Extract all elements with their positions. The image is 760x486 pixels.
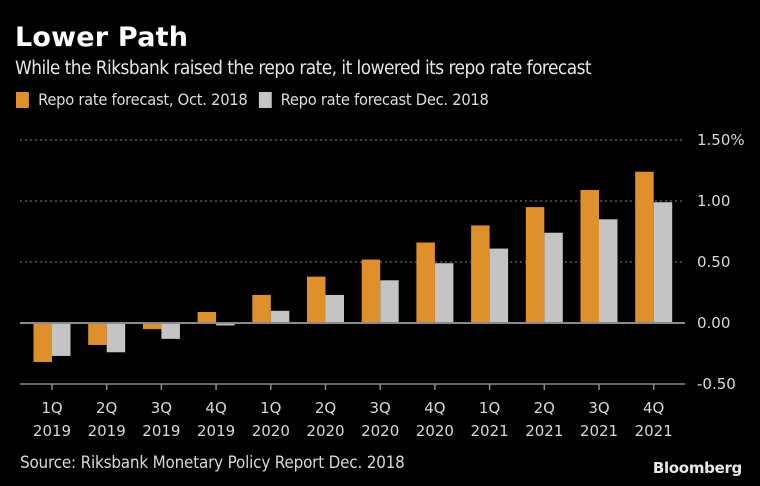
x-tick-label-year: 2019	[197, 422, 235, 440]
bar-dec-2018	[544, 232, 563, 323]
x-tick-label-quarter: 1Q	[260, 399, 281, 417]
bar-dec-2018	[52, 323, 71, 356]
x-tick-label-year: 2021	[635, 422, 673, 440]
y-tick-label: 1.50%	[697, 131, 745, 149]
bar-oct-2018	[307, 276, 326, 323]
bar-dec-2018	[106, 323, 126, 353]
legend-item-oct-2018: Repo rate forecast, Oct. 2018	[16, 90, 248, 109]
x-tick-label-quarter: 1Q	[479, 399, 500, 417]
bar-oct-2018	[88, 323, 107, 345]
bar-dec-2018	[599, 219, 618, 323]
bar-dec-2018	[380, 280, 399, 323]
legend-label-dec-2018: Repo rate forecast Dec. 2018	[280, 90, 489, 109]
bloomberg-logo: Bloomberg	[652, 459, 742, 477]
legend-label-oct-2018: Repo rate forecast, Oct. 2018	[38, 90, 248, 109]
x-tick-label-quarter: 2Q	[315, 399, 336, 417]
x-tick-label-year: 2020	[361, 422, 399, 440]
x-tick-label-quarter: 4Q	[205, 399, 226, 417]
bar-oct-2018	[635, 171, 654, 323]
bar-oct-2018	[525, 207, 545, 323]
bar-dec-2018	[434, 263, 454, 323]
bar-dec-2018	[161, 323, 180, 339]
x-tick-label-year: 2020	[306, 422, 344, 440]
bar-oct-2018	[580, 190, 599, 323]
source-note: Source: Riksbank Monetary Policy Report …	[20, 453, 405, 472]
x-tick-label-year: 2021	[471, 422, 509, 440]
chart-title: Lower Path	[15, 22, 189, 53]
x-tick-label-quarter: 2Q	[534, 399, 555, 417]
bar-oct-2018	[361, 259, 381, 323]
bar-dec-2018	[653, 202, 673, 323]
x-tick-label-year: 2021	[525, 422, 563, 440]
x-tick-label-quarter: 3Q	[151, 399, 172, 417]
y-tick-label: 0.00	[697, 314, 730, 332]
bar-dec-2018	[216, 323, 235, 326]
bar-oct-2018	[252, 294, 271, 323]
legend-item-dec-2018: Repo rate forecast Dec. 2018	[258, 90, 489, 109]
y-tick-label: -0.50	[697, 375, 736, 393]
x-tick-label-year: 2019	[33, 422, 71, 440]
bar-dec-2018	[325, 294, 344, 323]
bar-oct-2018	[33, 323, 52, 363]
y-tick-label: 1.00	[697, 192, 730, 210]
x-tick-label-year: 2020	[252, 422, 290, 440]
legend-swatch-dec-2018	[258, 91, 272, 108]
bar-dec-2018	[270, 310, 290, 323]
x-tick-label-year: 2019	[142, 422, 180, 440]
chart-subtitle: While the Riksbank raised the repo rate,…	[15, 58, 592, 79]
x-tick-label-year: 2020	[416, 422, 454, 440]
x-tick-label-quarter: 1Q	[41, 399, 62, 417]
bar-oct-2018	[142, 323, 162, 330]
x-tick-label-quarter: 4Q	[643, 399, 664, 417]
x-tick-label-year: 2019	[88, 422, 126, 440]
x-tick-label-year: 2021	[580, 422, 618, 440]
bar-oct-2018	[197, 312, 217, 323]
bar-oct-2018	[471, 225, 490, 323]
legend-swatch-oct-2018	[16, 91, 29, 108]
bar-dec-2018	[489, 248, 509, 323]
legend: Repo rate forecast, Oct. 2018 Repo rate …	[16, 90, 500, 109]
x-tick-label-quarter: 2Q	[96, 399, 117, 417]
bar-oct-2018	[416, 242, 435, 323]
x-tick-label-quarter: 4Q	[424, 399, 445, 417]
y-tick-label: 0.50	[697, 253, 730, 271]
x-tick-label-quarter: 3Q	[588, 399, 609, 417]
x-tick-label-quarter: 3Q	[370, 399, 391, 417]
